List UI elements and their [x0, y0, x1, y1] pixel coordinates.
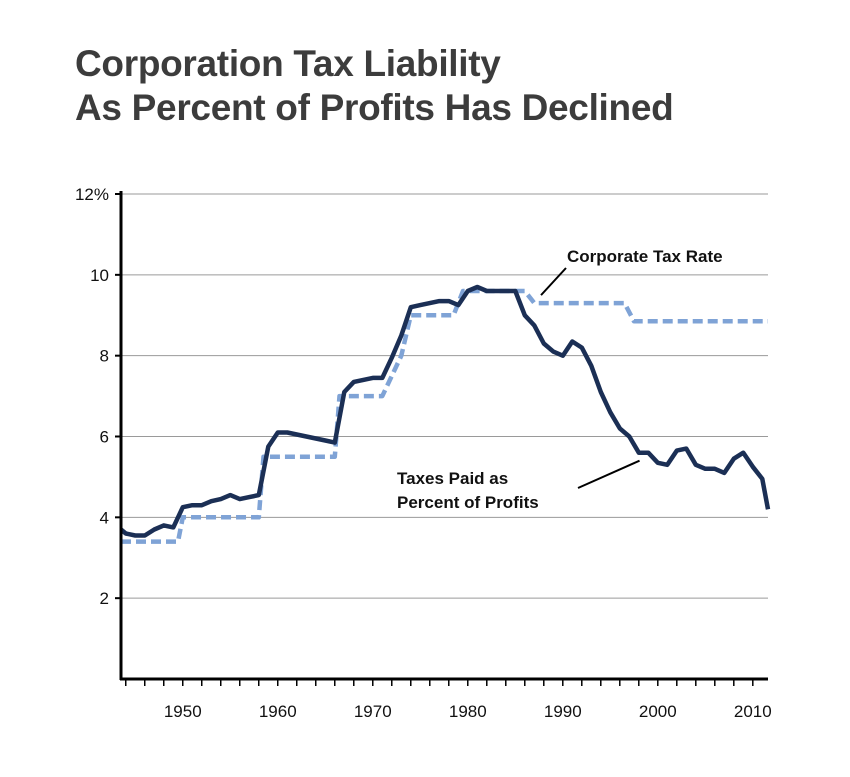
- y-tick-label: 10: [90, 266, 109, 285]
- x-tick-label: 1980: [449, 702, 487, 721]
- annotations: Corporate Tax Rate Taxes Paid as Percent o…: [397, 247, 723, 512]
- annotation-leader-taxes-paid: [577, 459, 640, 489]
- annotation-leader-tax-rate: [540, 267, 567, 296]
- x-tick-label: 1960: [259, 702, 297, 721]
- y-axis-ticks: 2 4 6 8 10 12%: [75, 185, 121, 608]
- chart-title-line-2: As Percent of Profits Has Declined: [75, 87, 674, 128]
- chart-title-line-1: Corporation Tax Liability: [75, 43, 501, 84]
- y-tick-label: 12%: [75, 185, 109, 204]
- chart-title: Corporation Tax Liability As Percent of …: [75, 42, 674, 130]
- annotation-taxes-paid-line-2: Percent of Profits: [397, 493, 539, 512]
- x-tick-label: 1970: [354, 702, 392, 721]
- x-tick-label: 1950: [164, 702, 202, 721]
- series-group: [119, 284, 771, 544]
- x-tick-label: 1990: [544, 702, 582, 721]
- y-tick-label: 4: [100, 508, 109, 527]
- x-tick-label: 2010: [734, 702, 772, 721]
- y-tick-label: 8: [100, 347, 109, 366]
- x-axis-ticks: 1950 1960 1970 1980 1990 2000 2010: [125, 679, 772, 721]
- y-tick-label: 6: [100, 428, 109, 447]
- gridlines: [121, 193, 768, 599]
- series-taxes-paid-line: [119, 284, 771, 538]
- annotation-corporate-tax-rate: Corporate Tax Rate: [567, 247, 723, 266]
- axes: [119, 191, 768, 681]
- x-tick-label: 2000: [639, 702, 677, 721]
- annotation-taxes-paid-line-1: Taxes Paid as: [397, 469, 508, 488]
- y-tick-label: 2: [100, 589, 109, 608]
